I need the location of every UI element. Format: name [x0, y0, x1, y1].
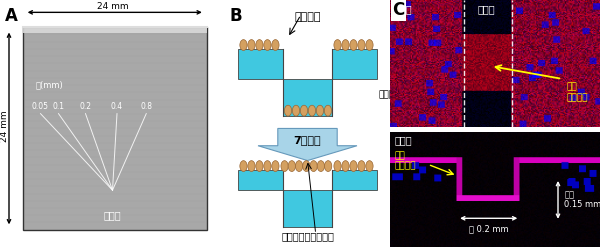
Text: 0.2: 0.2: [79, 102, 91, 111]
Circle shape: [334, 161, 341, 171]
Circle shape: [350, 40, 357, 50]
Text: 心筋細胞: 心筋細胞: [294, 12, 321, 22]
Circle shape: [366, 161, 373, 171]
Text: 幅(mm): 幅(mm): [36, 80, 64, 89]
Text: 7日培養: 7日培養: [293, 135, 322, 144]
Circle shape: [240, 161, 247, 171]
Circle shape: [325, 161, 332, 171]
Text: 微小溝: 微小溝: [104, 210, 121, 220]
Bar: [283, 79, 332, 116]
Circle shape: [264, 40, 271, 50]
Polygon shape: [258, 128, 357, 161]
Circle shape: [350, 161, 357, 171]
Text: C: C: [392, 1, 404, 19]
Circle shape: [308, 105, 316, 116]
Circle shape: [366, 40, 373, 50]
Text: 深さ
0.15 mm: 深さ 0.15 mm: [564, 190, 600, 209]
Circle shape: [358, 40, 365, 50]
Circle shape: [248, 40, 255, 50]
Circle shape: [295, 161, 303, 171]
Circle shape: [325, 105, 332, 116]
Circle shape: [317, 161, 325, 171]
Circle shape: [301, 105, 308, 116]
Circle shape: [292, 105, 299, 116]
Bar: [332, 49, 377, 79]
Text: 0.05: 0.05: [32, 102, 49, 111]
Text: 微小溝: 微小溝: [478, 4, 496, 14]
Circle shape: [272, 40, 279, 50]
Circle shape: [334, 40, 341, 50]
Circle shape: [342, 40, 349, 50]
Circle shape: [256, 161, 263, 171]
Text: B: B: [230, 7, 242, 25]
Bar: [238, 49, 283, 79]
Text: 平面図: 平面図: [394, 4, 412, 14]
Text: 0.4: 0.4: [111, 102, 123, 111]
Bar: [23, 27, 207, 230]
Text: 24 mm: 24 mm: [1, 110, 10, 142]
Circle shape: [342, 161, 349, 171]
Text: 心筋
ブリッジ: 心筋 ブリッジ: [566, 83, 588, 102]
Bar: [283, 190, 332, 227]
Text: 0.8: 0.8: [140, 102, 152, 111]
Circle shape: [281, 161, 288, 171]
Text: 微小溝: 微小溝: [379, 91, 395, 100]
Circle shape: [256, 40, 263, 50]
Bar: [332, 170, 377, 190]
Circle shape: [316, 105, 323, 116]
Circle shape: [358, 161, 365, 171]
Text: 0.1: 0.1: [53, 102, 65, 111]
Text: 心筋ブリッジの形成: 心筋ブリッジの形成: [281, 231, 334, 241]
Text: 心筋
ブリッジ: 心筋 ブリッジ: [394, 151, 416, 170]
Circle shape: [284, 105, 292, 116]
Text: 断面図: 断面図: [394, 136, 412, 145]
Circle shape: [288, 161, 295, 171]
Bar: [238, 170, 283, 190]
Circle shape: [303, 161, 310, 171]
Circle shape: [272, 161, 279, 171]
Text: A: A: [5, 7, 17, 25]
Circle shape: [264, 161, 271, 171]
Circle shape: [310, 161, 317, 171]
Bar: [23, 26, 207, 33]
Circle shape: [248, 161, 255, 171]
Text: 幅 0.2 mm: 幅 0.2 mm: [469, 224, 509, 233]
Circle shape: [240, 40, 247, 50]
Text: 24 mm: 24 mm: [97, 2, 128, 11]
